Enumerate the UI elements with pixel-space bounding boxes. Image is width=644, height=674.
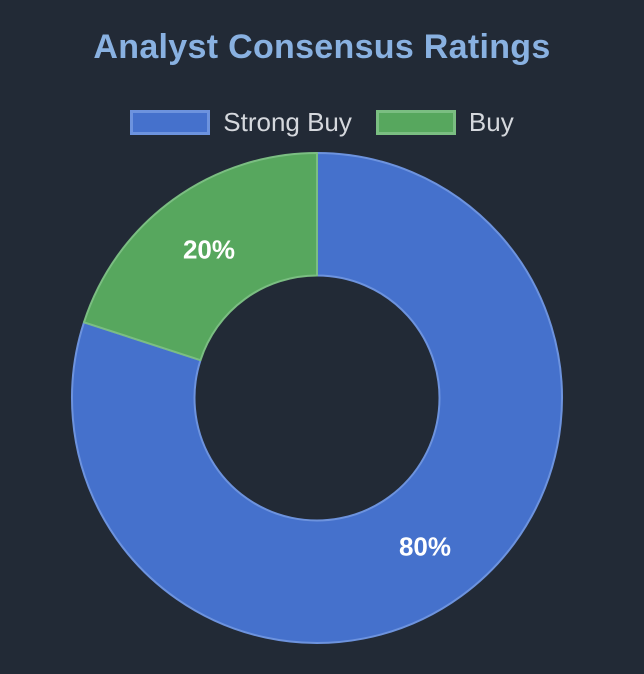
donut-slice-strong-buy[interactable]	[71, 152, 563, 644]
legend-item-strong-buy[interactable]: Strong Buy	[130, 109, 352, 135]
legend-label-buy: Buy	[468, 107, 514, 137]
legend-label-strong-buy: Strong Buy	[223, 107, 352, 137]
donut-slice-buy[interactable]	[82, 152, 318, 362]
legend-swatch-strong-buy	[130, 109, 211, 135]
chart-legend: Strong Buy Buy	[0, 109, 644, 135]
legend-swatch-buy	[375, 109, 456, 135]
legend-item-buy[interactable]: Buy	[375, 107, 514, 137]
chart-title: Analyst Consensus Ratings	[93, 28, 551, 66]
